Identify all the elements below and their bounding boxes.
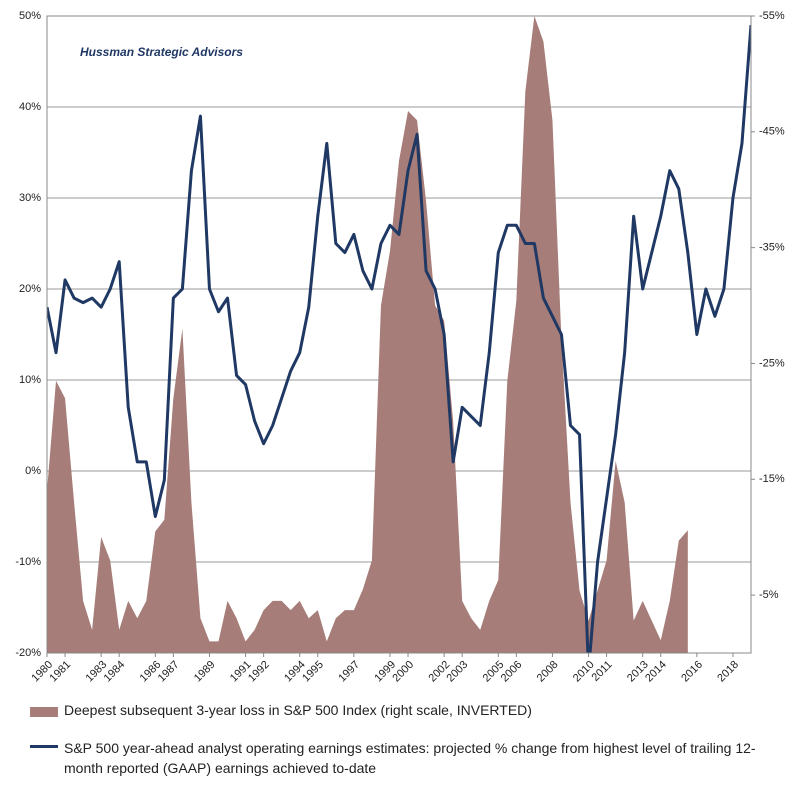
y2-tick-label: -5% (759, 589, 779, 601)
x-tick-label: 2014 (643, 659, 669, 685)
x-tick-label: 2006 (499, 659, 525, 685)
line (47, 24, 751, 653)
legend: Deepest subsequent 3-year loss in S&P 50… (30, 700, 770, 796)
x-tick-label: 1987 (156, 659, 182, 685)
x-tick-label: 1989 (192, 659, 218, 685)
x-tick-label: 2011 (590, 659, 615, 684)
area (47, 16, 688, 653)
x-tick-label: 1984 (102, 659, 128, 685)
y2-tick-label: -35% (759, 242, 785, 254)
plot-border (46, 15, 752, 654)
x-tick-label: 1995 (300, 659, 326, 685)
chart: -20% -10% 0% 10% 20% 30% 40% 50% -55% -45% -35% -25… (15, 10, 785, 685)
y-tick-label: 20% (19, 283, 41, 295)
annotation: Hussman Strategic Advisors (80, 45, 243, 59)
x-tick-label: 2000 (390, 659, 416, 685)
x-tick-label: 1997 (336, 659, 362, 685)
x-tick-label: 2016 (679, 659, 705, 685)
y-tick-label: 0% (25, 465, 41, 477)
y-tick-label: 30% (19, 192, 41, 204)
legend-label: Deepest subsequent 3-year loss in S&P 50… (64, 702, 532, 718)
x-tick-label: 2003 (445, 659, 471, 685)
legend-swatch (30, 707, 58, 717)
y-tick-label: 10% (19, 374, 41, 386)
legend-label: S&P 500 year-ahead analyst operating ear… (64, 740, 756, 776)
y-tick-label: -10% (15, 556, 41, 568)
x-tick-label: 1992 (246, 659, 272, 685)
legend-entry: S&P 500 year-ahead analyst operating ear… (30, 738, 770, 778)
plot-area (47, 16, 751, 653)
x-tick-label: 2008 (535, 659, 561, 685)
y2-tick-label: -15% (759, 473, 785, 485)
y-tick-label: 50% (19, 10, 41, 22)
legend-entry: Deepest subsequent 3-year loss in S&P 50… (30, 700, 770, 720)
y2-tick-label: -25% (759, 357, 785, 369)
x-tick-label: 2018 (715, 659, 741, 685)
y2-tick-label: -55% (759, 10, 785, 22)
y-tick-label: -20% (15, 647, 41, 659)
x-tick-label: 1981 (47, 659, 73, 685)
y-tick-label: 40% (19, 101, 41, 113)
legend-swatch (30, 745, 58, 748)
y2-tick-label: -45% (759, 126, 785, 138)
